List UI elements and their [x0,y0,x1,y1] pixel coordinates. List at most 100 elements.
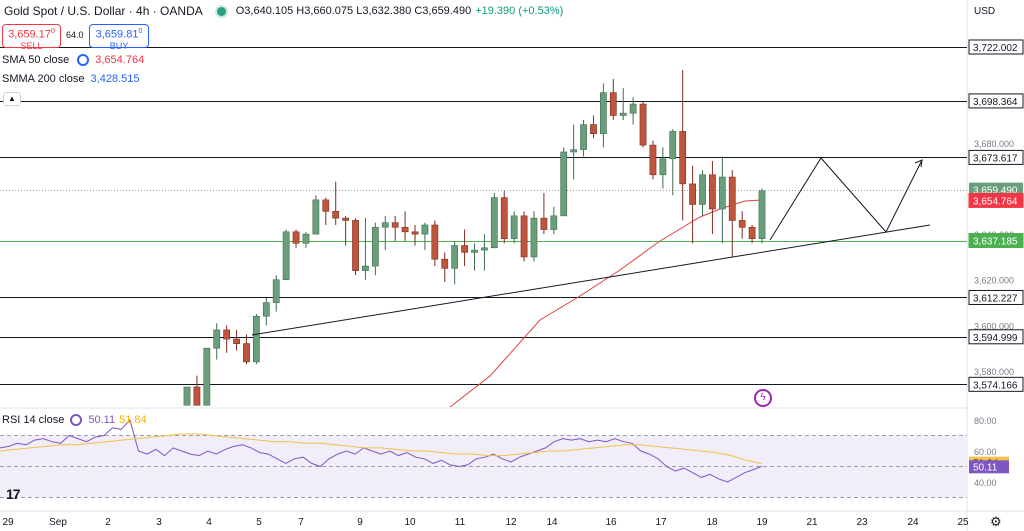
tradingview-logo[interactable]: 17 [6,486,21,502]
candle [510,211,518,244]
candle [758,188,766,244]
candle [431,220,439,267]
last-price-label: 3,659.490 [973,186,1018,197]
level-label-2: 3,673.617 [968,149,1024,165]
candle-body [421,224,429,235]
level-label-1-bg [968,93,1024,109]
candle [520,211,528,262]
candle [203,347,211,406]
candle-body [481,247,488,251]
sell-label: SELL [20,40,43,51]
candle [342,215,349,246]
candle [550,206,558,235]
sma50-axis-label-bg [968,192,1024,208]
time-tick-label: 11 [455,517,466,528]
candle [451,240,459,285]
candle-body [302,233,310,244]
time-tick-label: 29 [2,517,14,528]
candle [570,124,578,180]
rsi-loading-icon [70,414,83,426]
rsi-line [0,419,763,483]
green-level-label-text: 3,637.185 [973,237,1018,248]
price-tick-label: 3,600.000 [974,321,1014,331]
candle [371,222,379,276]
sma50-value: 3,654.764 [95,54,145,66]
rsi-tick-label: 40.00 [974,478,997,488]
candle-body [282,231,290,281]
gear-icon[interactable]: ⚙ [990,514,1002,529]
candle-body [223,329,231,340]
candle-body [391,222,399,228]
symbol-title[interactable]: Gold Spot / U.S. Dollar · 4h · OANDA [4,4,203,18]
time-tick-label: 9 [357,517,363,528]
level-label-4-text: 3,594.999 [973,333,1018,344]
price-change: +19.390 (+0.53%) [475,5,564,17]
loading-icon [77,54,90,66]
candle [461,229,468,267]
chevron-up-icon[interactable]: ▲ [3,92,21,106]
candle-body [669,131,677,160]
candle [272,275,280,312]
candle [262,298,270,326]
projection-arrowhead [914,159,923,168]
candle [391,215,399,241]
smma200-legend[interactable]: SMMA 200 close 3,428.515 [2,73,139,85]
lightning-icon[interactable]: ϟ [754,389,772,407]
candle [282,229,290,281]
candle [530,211,538,262]
candle-body [639,103,647,146]
price-tick-label: 3,620.000 [974,276,1014,286]
candle [183,386,191,406]
candle-body [540,217,548,230]
buy-button[interactable]: 3,659.810 BUY [89,24,149,51]
candle-body [679,131,687,185]
sell-button[interactable]: 3,659.170 SELL [2,24,61,51]
candle-body [500,197,508,239]
sell-price-sup: 0 [50,28,55,35]
sma50-axis-label: 3,654.764 [968,192,1024,208]
candle-body [322,199,330,212]
candle-body [262,302,270,317]
rsi-value: 50.11 [88,414,116,426]
candle-body [371,226,379,267]
candle [253,313,260,365]
level-label-0: 3,722.002 [968,39,1024,55]
candle [322,197,330,225]
price-tick-label: 3,580.000 [974,367,1014,377]
candle-body [718,176,726,210]
rsi-ma-value: 51.84 [119,414,147,426]
rsi-axis-bg [969,460,1009,474]
time-tick-label: 14 [546,517,558,528]
candle [292,229,300,248]
candle [649,140,657,180]
currency-selector[interactable]: USD [974,6,996,17]
level-label-4: 3,594.999 [968,329,1024,345]
candle-body [659,158,667,176]
time-tick-label: 23 [856,517,868,528]
level-label-5-text: 3,574.166 [973,380,1018,391]
candle-body [362,265,369,271]
chart-header: Gold Spot / U.S. Dollar · 4h · OANDA O3,… [0,2,563,20]
candle [223,325,231,353]
candle [401,211,409,241]
smma200-name: SMMA 200 close [2,73,85,85]
sma50-legend[interactable]: SMA 50 close 3,654.764 [2,54,144,66]
time-tick-label: 17 [655,517,667,528]
candle-body [520,215,528,258]
rsi-legend[interactable]: RSI 14 close 50.11 51.84 [2,414,147,426]
time-tick-label: 7 [298,517,304,528]
candle-body [570,149,578,153]
price-pane [0,47,967,407]
level-label-2-text: 3,673.617 [973,153,1018,164]
candle-body [748,226,756,239]
candle-body [381,222,389,228]
time-tick-label: 18 [706,517,718,528]
candle-body [352,220,359,271]
candle-body [332,210,340,219]
rsi-tick-label: 80.00 [974,416,997,426]
candle [490,193,498,249]
level-label-0-text: 3,722.002 [973,43,1018,54]
time-tick-label: 2 [105,517,111,528]
time-tick-label: 21 [806,517,818,528]
